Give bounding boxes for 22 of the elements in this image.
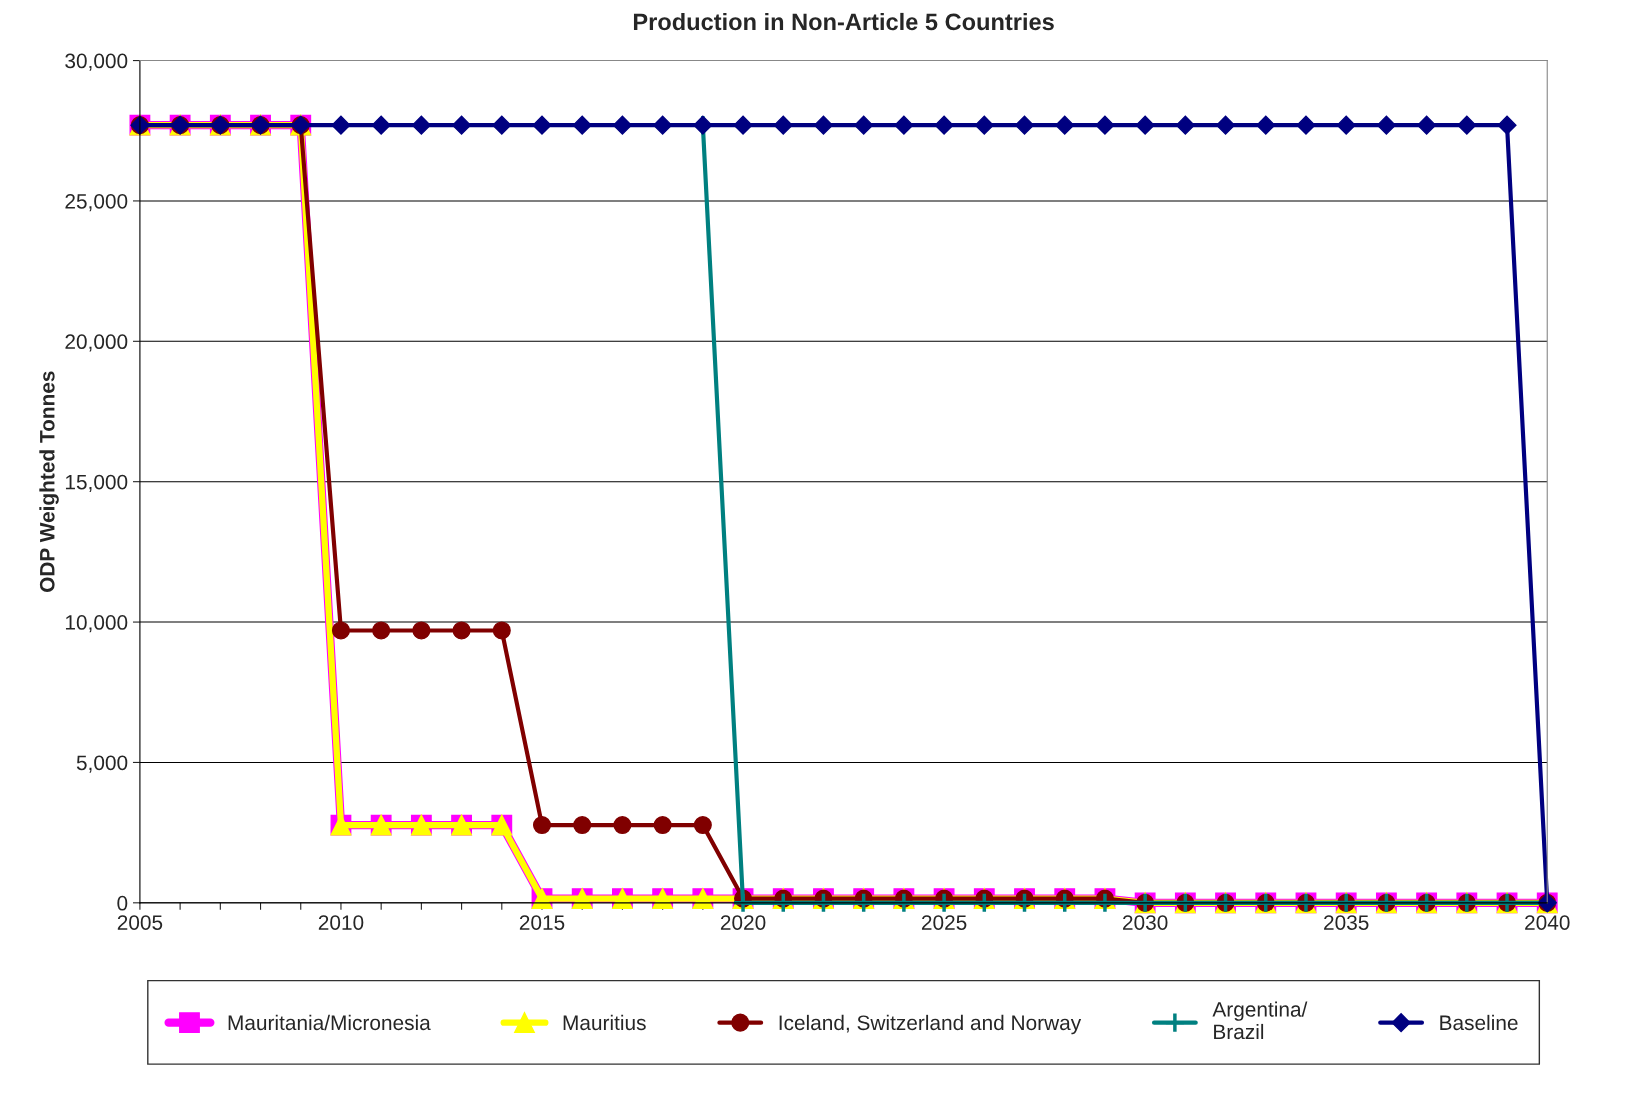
x-tick-label: 2030 — [1123, 915, 1168, 930]
y-tick-label: 20,000 — [65, 334, 128, 352]
x-tick-label: 2025 — [921, 915, 967, 930]
legend-label: Mauritius — [563, 1014, 646, 1031]
x-tick-label: 2015 — [519, 915, 565, 930]
x-tick-label: 2020 — [720, 915, 766, 930]
legend-label: Iceland, Switzerland and Norway — [779, 1014, 1082, 1035]
y-tick-label: 30,000 — [65, 53, 128, 71]
legend-label: Baseline — [1440, 1014, 1518, 1031]
legend-label: Argentina/ Brazil — [1212, 1001, 1308, 1040]
legend-label: Mauritania/Micronesia — [228, 1014, 431, 1031]
y-tick-label: 5,000 — [76, 755, 128, 773]
y-axis-title: ODP Weighted Tonnes — [39, 371, 59, 592]
y-tick-label: 10,000 — [65, 615, 128, 633]
x-tick-label: 2010 — [318, 915, 364, 930]
y-tick-label: 0 — [117, 895, 128, 911]
y-tick-label: 15,000 — [65, 474, 128, 492]
x-tick-label: 2040 — [1525, 915, 1570, 930]
x-tick-label: 2005 — [117, 915, 163, 930]
x-tick-label: 2035 — [1324, 915, 1369, 930]
chart-title: Production in Non-Article 5 Countries — [633, 12, 1054, 31]
y-tick-label: 25,000 — [65, 193, 128, 212]
